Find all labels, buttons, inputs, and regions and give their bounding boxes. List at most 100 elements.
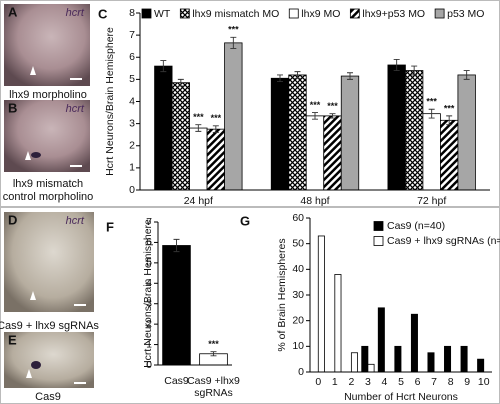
scale-bar: [70, 165, 82, 167]
x-tick-label: 48 hpf: [300, 195, 329, 207]
significance: ***: [426, 97, 437, 107]
bar: [422, 113, 441, 191]
y-tick-label: 4: [146, 277, 152, 289]
y-tick-label: 60: [292, 212, 304, 224]
caption: Cas9: [35, 391, 61, 403]
x-tick-label: 72 hpf: [417, 195, 446, 207]
micrograph: [4, 212, 94, 312]
error-bar: [393, 59, 400, 71]
bar: [317, 235, 325, 373]
caption: control morpholino: [3, 191, 94, 203]
error-bar: [230, 36, 237, 49]
error-bar: [463, 70, 470, 80]
y-tick-label: 3: [129, 117, 135, 129]
bar: [206, 128, 225, 191]
x-tick-label: 24 hpf: [184, 195, 213, 207]
arrowhead: [26, 369, 32, 378]
legend-swatch: [141, 8, 152, 19]
y-tick-label: 1: [146, 338, 152, 350]
bar: [387, 64, 406, 191]
bar: [189, 127, 208, 191]
error-bar: [177, 78, 184, 87]
significance: ***: [193, 112, 204, 122]
bar: [477, 358, 485, 373]
panel-letter: G: [240, 213, 250, 228]
legend-swatch: [373, 236, 384, 246]
error-bar: [173, 238, 180, 253]
legend-swatch: [288, 8, 299, 19]
bar: [394, 345, 402, 373]
x-tick-line: 24 hpf: [184, 195, 213, 207]
x-tick-label: 4: [382, 376, 388, 388]
legend-label: p53 MO: [447, 8, 484, 20]
y-tick-label: 0: [146, 359, 152, 371]
bar: [410, 313, 418, 373]
bar: [427, 352, 435, 373]
y-tick-label: 1: [129, 162, 135, 174]
panel-letter: E: [8, 332, 17, 347]
y-tick-label: 6: [129, 51, 135, 63]
micrograph: [4, 332, 94, 388]
legend-swatch: [373, 221, 384, 231]
stain: [31, 361, 41, 369]
bar: [361, 345, 369, 373]
significance: ***: [327, 101, 338, 111]
panel-letter: D: [8, 212, 17, 227]
y-tick-label: 50: [292, 237, 304, 249]
image-panels: [4, 4, 94, 388]
bar: [171, 82, 190, 191]
bar: [288, 74, 307, 191]
bar: [440, 119, 459, 191]
x-tick-line: Cas9: [164, 375, 189, 387]
axes: [157, 222, 232, 366]
error-bar: [195, 124, 202, 132]
significance: ***: [310, 100, 321, 110]
x-tick-label: 8: [448, 376, 454, 388]
bar: [457, 74, 476, 191]
bar: [162, 245, 191, 366]
panel-letter: B: [8, 100, 17, 115]
error-bar: [212, 125, 219, 133]
bar: [154, 65, 173, 191]
bar: [323, 115, 342, 191]
y-tick-label: 6: [146, 236, 152, 248]
legend-swatch: [349, 8, 360, 19]
bar: [405, 70, 424, 191]
x-tick-line: 72 hpf: [417, 195, 446, 207]
micrograph: [4, 4, 90, 86]
y-tick-label: 10: [292, 340, 304, 352]
caption: lhx9 mismatch: [13, 178, 83, 190]
axes: [309, 218, 492, 373]
x-tick-line: Cas9 +lhx9: [187, 375, 240, 387]
x-tick-label: 0: [315, 376, 321, 388]
y-axis-label: % of Brain Hemispheres: [276, 238, 288, 351]
x-tick-line: 48 hpf: [300, 195, 329, 207]
x-tick-line: 6: [415, 376, 421, 388]
bar: [377, 307, 385, 373]
y-tick-label: 5: [146, 257, 152, 269]
x-tick-label: 10: [478, 376, 490, 388]
bar: [334, 274, 342, 373]
error-bar: [428, 108, 435, 119]
chart: C Hcrt Neurons/Brain Hemisphere 0 1 2 3 4 5 6 7 8 2…: [98, 6, 490, 207]
bar: [367, 363, 375, 373]
error-bar: [312, 112, 318, 120]
significance: ***: [211, 113, 222, 123]
x-tick-line: 10: [478, 376, 490, 388]
y-tick-label: 7: [146, 216, 152, 228]
x-tick-label: 5: [398, 376, 404, 388]
arrowhead: [25, 151, 31, 160]
gene-label: hcrt: [66, 7, 85, 19]
micrograph: [4, 100, 90, 172]
y-tick-label: 2: [129, 140, 135, 152]
x-axis-label: Number of Hcrt Neurons: [344, 391, 458, 403]
x-tick-label: Cas9: [164, 375, 189, 387]
error-bar: [347, 72, 353, 80]
y-tick-label: 0: [298, 366, 304, 378]
bar: [460, 345, 468, 373]
y-axis-label: Hcrt Neurons/Brain Hemisphere: [104, 27, 116, 176]
significance: ***: [208, 339, 219, 349]
